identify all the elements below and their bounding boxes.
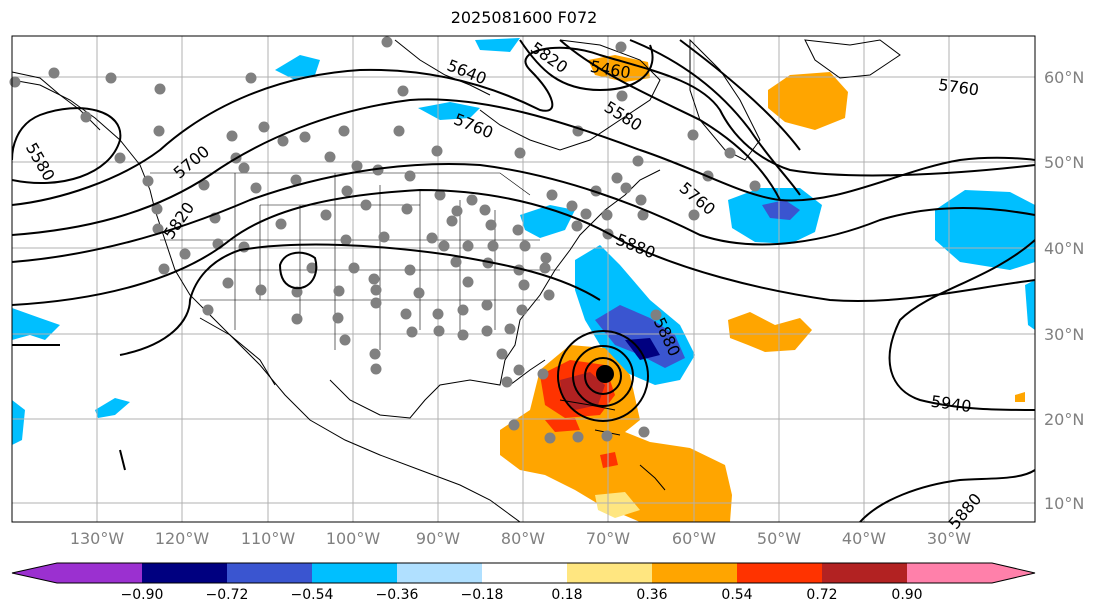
colorbar-bin (142, 563, 227, 583)
latitude-label: 50°N (1044, 153, 1085, 172)
political-borders (150, 172, 560, 350)
colorbar-bin (312, 563, 397, 583)
anomaly-area (1025, 280, 1035, 330)
colorbar-extend-low (12, 563, 57, 583)
longitude-label: 120°W (154, 529, 210, 548)
colorbar-bin (822, 563, 907, 583)
anomaly-area (560, 372, 605, 410)
longitude-label: 70°W (585, 529, 631, 548)
latitude-label: 10°N (1044, 494, 1085, 513)
anomaly-area (595, 305, 685, 368)
anomaly-area (12, 308, 60, 340)
map-frame (11, 35, 1036, 523)
anomaly-area (588, 55, 650, 82)
station-markers (9, 36, 761, 444)
latitude-label: 20°N (1044, 410, 1085, 429)
map-title: 2025081600 F072 (450, 8, 598, 27)
contour-label: 5760 (937, 75, 980, 99)
colorbar-bin (907, 563, 992, 583)
colorbar-bin (482, 563, 567, 583)
longitude-label: 30°W (926, 529, 972, 548)
colorbar-extend-high (992, 563, 1035, 583)
anomaly-area (600, 452, 618, 468)
anomaly-area (595, 492, 640, 518)
anomaly-area (275, 55, 320, 80)
anomaly-area (95, 398, 130, 418)
colorbar-tick-label: −0.72 (205, 587, 249, 603)
colorbar-bin (737, 563, 822, 583)
longitude-label: 90°W (415, 529, 461, 548)
anomaly-area (935, 190, 1035, 270)
colorbar-tick-label: 0.18 (551, 587, 583, 603)
contour-label: 5880 (945, 489, 986, 532)
colorbar-bin (57, 563, 142, 583)
anomaly-area (762, 200, 800, 220)
longitude-label: 130°W (69, 529, 125, 548)
anomaly-area (520, 205, 575, 238)
anomaly-area (545, 418, 580, 432)
graticule (12, 36, 1035, 522)
colorbar-bin (397, 563, 482, 583)
colorbar-tick-label: −0.36 (375, 587, 419, 603)
colorbar-tick-label: 0.36 (636, 587, 668, 603)
longitude-label: 60°W (671, 529, 717, 548)
colorbar-tick-label: 0.72 (806, 587, 838, 603)
colorbar-tick-label: 0.54 (721, 587, 753, 603)
latitude-label: 60°N (1044, 68, 1085, 87)
colorbar-tick-label: −0.54 (290, 587, 334, 603)
latitude-label: 40°N (1044, 239, 1085, 258)
colorbar-tick-label: 0.90 (891, 587, 923, 603)
coastlines (12, 38, 901, 522)
longitude-label: 40°W (841, 529, 887, 548)
anomaly-area (418, 102, 480, 120)
longitude-label: 50°W (756, 529, 802, 548)
latitude-label: 30°N (1044, 325, 1085, 344)
longitude-label: 80°W (500, 529, 546, 548)
longitude-label: 100°W (325, 529, 381, 548)
colorbar-tick-label: −0.90 (120, 587, 164, 603)
colorbar-bin (227, 563, 312, 583)
contour-label: 5820 (159, 198, 198, 242)
contour-label: 5880 (613, 230, 658, 263)
colorbar (11, 562, 1036, 584)
colorbar-bin (652, 563, 737, 583)
contour-label: 5940 (930, 392, 973, 416)
longitude-label: 110°W (240, 529, 296, 548)
anomaly-area (475, 38, 520, 52)
anomaly-area (768, 72, 848, 130)
anomaly-area (1015, 392, 1025, 402)
colorbar-tick-label: −0.18 (460, 587, 504, 603)
colorbar-bin (567, 563, 652, 583)
anomaly-area (12, 400, 25, 445)
height-contours (12, 39, 1035, 522)
anomaly-area (728, 312, 812, 352)
